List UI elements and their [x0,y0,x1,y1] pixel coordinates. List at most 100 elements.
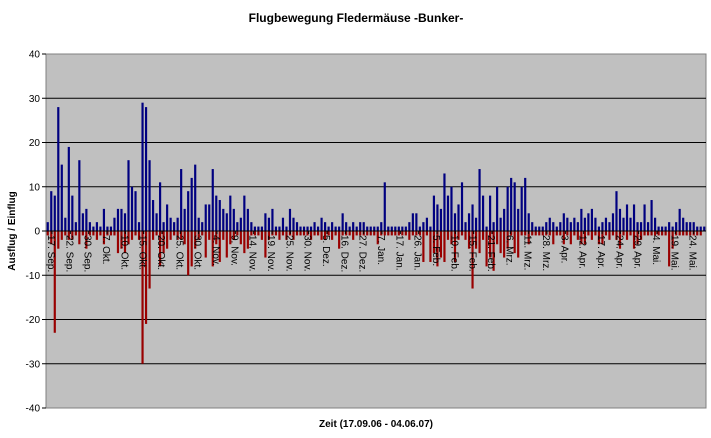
inflight-bar [366,231,369,236]
outflight-bar [478,169,481,231]
outflight-bar [625,204,629,231]
inflight-bar [566,231,569,236]
x-tick-label: 25. Nov. [283,235,294,272]
outflight-bar [604,217,608,231]
inflight-bar [141,231,144,364]
inflight-bar [320,231,323,240]
inflight-bar [109,231,113,236]
outflight-bar [422,222,425,231]
inflight-bar [453,231,457,262]
outflight-bar [566,217,569,231]
outflight-bar [180,169,183,231]
inflight-bar [520,231,523,236]
inflight-bar [50,231,53,245]
outflight-bar [460,182,464,231]
outflight-bar [562,213,565,231]
x-tick-label: 19. Mai. [668,235,679,271]
outflight-bar [446,195,450,231]
y-tick-label: 30 [29,94,41,105]
outflight-bar [250,222,253,231]
x-axis-title: Zeit (17.09.06 - 04.06.07) [319,419,433,430]
outflight-bar [696,226,699,231]
outflight-bar [194,164,197,231]
inflight-bar [183,231,186,245]
outflight-bar [594,217,597,231]
outflight-bar [236,222,239,231]
y-tick-label: -40 [26,404,41,415]
inflight-bar [352,231,355,240]
outflight-bar [481,195,485,231]
inflight-bar [123,231,127,254]
x-tick-label: 30. Okt. [192,235,203,270]
inflight-bar [439,231,443,258]
inflight-bar [232,231,235,240]
outflight-bar [95,222,98,231]
inflight-bar [348,231,351,236]
chart-title: Flugbewegung Fledermäuse -Bunker- [249,11,464,25]
outflight-bar [520,186,523,231]
inflight-bar [474,231,478,249]
inflight-bar [334,231,337,236]
outflight-bar [267,217,271,231]
outflight-bar [359,222,362,231]
outflight-bar [496,186,499,231]
inflight-bar [636,231,639,245]
outflight-bar [338,226,341,231]
outflight-bar [601,222,604,231]
inflight-bar [81,231,84,236]
inflight-bar [432,231,436,254]
outflight-bar [510,177,513,231]
outflight-bar [615,191,618,231]
outflight-bar [703,226,706,231]
inflight-bar [162,231,165,254]
inflight-bar [215,231,218,245]
inflight-bar [699,231,702,236]
outflight-bar [197,217,200,231]
outflight-bar [657,226,660,231]
inflight-bar [208,231,211,240]
inflight-bar [257,231,260,236]
outflight-bar [499,217,502,231]
inflight-bar [173,231,176,236]
outflight-bar [583,217,586,231]
inflight-bar [639,231,643,240]
y-tick-label: 0 [34,227,40,238]
outflight-bar [57,107,60,231]
outflight-bar [394,226,397,231]
inflight-bar [503,231,506,258]
inflight-bar [401,231,404,236]
inflight-bar [513,231,516,254]
outflight-bar [548,217,551,231]
outflight-bar [120,208,123,231]
outflight-bar [373,226,376,231]
inflight-bar [295,231,299,236]
x-tick-label: 9. Nov. [228,235,239,266]
inflight-bar [71,231,74,240]
outflight-bar [159,182,162,231]
outflight-bar [682,217,685,231]
inflight-bar [524,231,527,236]
outflight-bar [590,208,593,231]
inflight-bar [194,231,197,249]
outflight-bar [274,226,278,231]
inflight-bar [383,231,386,236]
outflight-bar [534,226,537,231]
outflight-bar [201,222,204,231]
outflight-bar [489,195,492,231]
outflight-bar [327,226,330,231]
inflight-bar [151,231,155,240]
inflight-bar [46,231,49,236]
inflight-bar [148,231,151,289]
inflight-bar [506,231,509,249]
x-tick-label: 14. Nov. [247,235,258,272]
outflight-bar [517,208,520,231]
x-tick-label: 30. Nov. [302,235,313,272]
inflight-bar [116,231,120,254]
inflight-bar [278,231,281,240]
outflight-bar [415,213,418,231]
x-tick-label: 17. Apr. [595,235,606,269]
inflight-bar [685,231,688,236]
x-tick-label: 4. Nov. [210,235,221,266]
inflight-bar [576,231,579,240]
outflight-bar [401,226,404,231]
